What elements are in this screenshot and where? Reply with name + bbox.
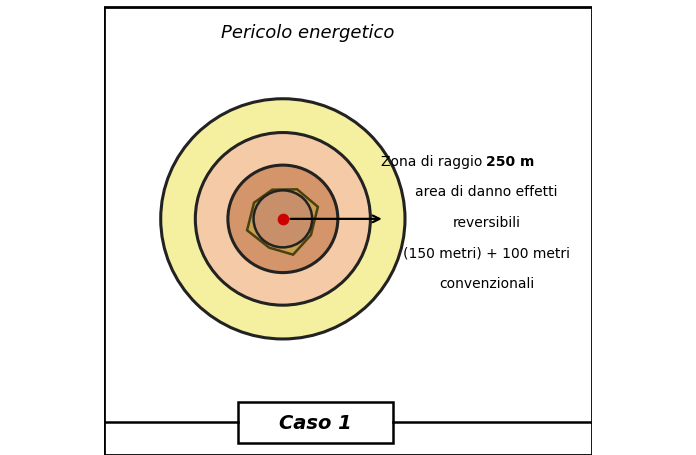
Text: (150 metri) + 100 metri: (150 metri) + 100 metri [403, 246, 570, 260]
Point [277, 216, 288, 223]
Text: Caso 1: Caso 1 [279, 413, 351, 432]
Ellipse shape [161, 100, 405, 339]
Ellipse shape [196, 133, 370, 305]
Text: area di danno effetti: area di danno effetti [416, 185, 557, 199]
Text: Pericolo energetico: Pericolo energetico [221, 25, 394, 42]
FancyBboxPatch shape [238, 402, 393, 443]
Text: 250 m: 250 m [487, 154, 535, 168]
Ellipse shape [228, 166, 338, 273]
Text: convenzionali: convenzionali [438, 276, 534, 290]
FancyBboxPatch shape [104, 8, 592, 455]
Text: :: : [525, 154, 530, 168]
PathPatch shape [247, 190, 318, 255]
Text: reversibili: reversibili [452, 215, 521, 229]
Text: Zona di raggio: Zona di raggio [381, 154, 487, 168]
Ellipse shape [253, 191, 313, 248]
